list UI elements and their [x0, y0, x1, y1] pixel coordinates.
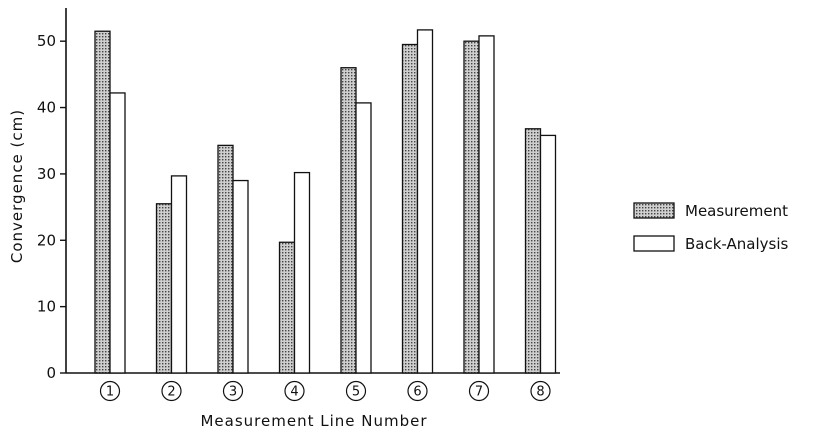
bar-back-analysis	[232, 179, 249, 374]
legend-label-measurement: Measurement	[685, 202, 788, 220]
bar-back-analysis	[539, 134, 557, 374]
y-axis-title: Convergence (cm)	[8, 109, 26, 263]
category-label: 8	[536, 385, 544, 400]
bar-back-analysis	[293, 171, 311, 374]
category-circle	[345, 380, 367, 402]
bar-measurement	[340, 67, 357, 374]
bar-back-analysis	[109, 92, 126, 374]
bar-back-analysis	[355, 102, 372, 374]
legend-swatch-measurement	[633, 202, 675, 219]
category-label: 5	[352, 385, 360, 400]
x-category-labels: 1 2 3 4 5 6 7 8	[99, 380, 551, 402]
category-label: 3	[229, 385, 237, 400]
category-circle	[284, 380, 305, 402]
y-tick-label: 20	[37, 231, 56, 249]
bar-measurement	[401, 43, 419, 374]
y-tick-label: 40	[37, 99, 56, 117]
category-label: 2	[167, 385, 175, 400]
bar-measurement	[463, 40, 480, 374]
category-circle	[530, 380, 551, 402]
y-tick-label: 50	[37, 32, 56, 50]
y-tick-label: 10	[37, 298, 56, 316]
category-circle	[468, 380, 490, 402]
bar-measurement	[155, 203, 173, 374]
category-circle	[407, 380, 428, 402]
y-tick-label: 30	[37, 165, 56, 183]
bar-measurement	[278, 241, 296, 374]
bar-back-analysis	[416, 29, 434, 374]
y-tick-label: 0	[46, 364, 56, 382]
category-label: 6	[413, 385, 421, 400]
bar-measurement	[217, 144, 234, 374]
legend-label-back-analysis: Back-Analysis	[685, 235, 788, 253]
category-circle	[222, 380, 244, 402]
legend: Measurement Back-Analysis	[633, 202, 788, 253]
category-label: 1	[106, 385, 114, 400]
category-label: 7	[475, 385, 483, 400]
legend-swatch-back-analysis	[633, 235, 675, 252]
bar-measurement	[94, 30, 111, 374]
x-axis-title: Measurement Line Number	[200, 412, 427, 430]
bars	[94, 29, 557, 374]
y-ticks: 0 10 20 30 40 50	[37, 32, 66, 382]
bar-back-analysis	[478, 35, 495, 374]
category-circle	[161, 380, 182, 402]
category-circle	[99, 380, 121, 402]
bar-measurement	[524, 128, 542, 374]
category-label: 4	[290, 385, 298, 400]
bar-back-analysis	[170, 175, 188, 374]
